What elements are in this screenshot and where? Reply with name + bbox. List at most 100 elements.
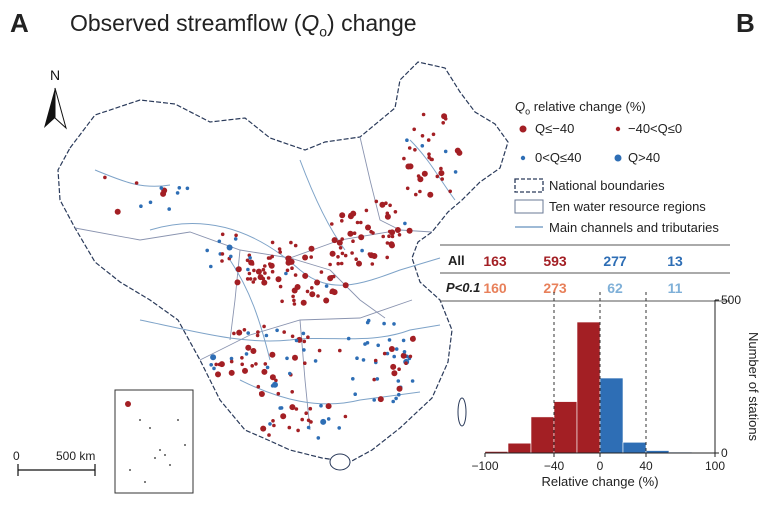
station-dot [266, 256, 271, 260]
station-dot [388, 203, 392, 208]
station-dot [288, 371, 292, 376]
water-resource-regions [74, 136, 433, 431]
station-dot [358, 234, 365, 241]
histogram-bar [576, 321, 601, 454]
station-dot [405, 186, 410, 191]
station-dot [405, 163, 412, 170]
station-dot [287, 425, 292, 430]
station-dot [320, 418, 327, 425]
station-dot [338, 348, 342, 353]
station-dot [256, 384, 261, 389]
scale-bar [17, 464, 96, 476]
station-dot [256, 330, 260, 334]
station-dot [448, 189, 453, 194]
station-dot [248, 277, 253, 281]
legend-water-regions: Ten water resource regions [549, 199, 706, 214]
station-dot [404, 361, 408, 366]
station-dot [262, 324, 266, 329]
station-dot [177, 186, 182, 190]
station-dot [314, 279, 321, 286]
station-dot [302, 348, 306, 352]
station-dot [250, 348, 257, 354]
station-dot [229, 254, 233, 259]
station-dot [270, 254, 275, 259]
station-dot [114, 208, 121, 215]
legend-main-channels: Main channels and tributaries [549, 220, 719, 235]
station-dot [365, 224, 371, 231]
station-dot [443, 149, 448, 154]
station-dot [220, 252, 225, 256]
station-dot [240, 362, 244, 367]
station-dot [336, 261, 341, 266]
station-dot [400, 352, 407, 359]
station-dot [229, 359, 234, 364]
station-dot [306, 335, 310, 340]
station-dot [352, 231, 357, 235]
station-dot [397, 392, 401, 397]
south-china-sea-inset [114, 389, 194, 494]
stat-all-3: 13 [667, 253, 683, 269]
station-dot [292, 302, 297, 306]
station-dot [401, 338, 406, 343]
stat-p-3: 11 [667, 280, 683, 296]
station-dot [248, 255, 252, 260]
station-dot [291, 287, 298, 294]
north-label: N [50, 67, 60, 83]
legend-item-increase-small: 0<Q≤40 [535, 150, 582, 165]
station-dot [254, 362, 258, 366]
station-dot [263, 362, 268, 366]
station-dot [361, 358, 366, 362]
station-dot [285, 356, 289, 361]
station-dot [294, 407, 299, 411]
station-dot [265, 365, 270, 370]
station-dot [300, 417, 305, 422]
station-dot [377, 396, 384, 403]
station-dot [235, 266, 242, 273]
station-dot [410, 379, 415, 383]
panel-letter-b: B [736, 8, 755, 38]
scale-zero: 0 [13, 449, 20, 463]
station-dot [316, 294, 320, 298]
stat-all-2: 277 [603, 253, 627, 269]
stat-all-0: 163 [483, 253, 507, 269]
station-dot [215, 371, 221, 378]
station-dot [440, 177, 445, 181]
station-dot [269, 374, 276, 381]
station-dot [351, 377, 355, 381]
station-dot [385, 211, 390, 216]
station-dot [413, 148, 417, 152]
station-dot [289, 404, 296, 411]
histogram-bar [507, 442, 532, 454]
station-dot [384, 213, 391, 220]
station-dot [302, 339, 307, 344]
station-dot [139, 204, 143, 208]
legend-item-decrease-large: Q≤−40 [535, 121, 575, 136]
station-dot [359, 220, 363, 225]
station-dot [294, 338, 299, 343]
title-prefix: Observed streamflow ( [70, 10, 302, 36]
legend-dot-large-blue [614, 154, 622, 162]
station-dot [258, 391, 265, 397]
station-dot [346, 336, 351, 341]
station-dot [329, 290, 334, 295]
station-dot [364, 208, 369, 213]
station-dot [260, 425, 267, 432]
station-dot [402, 156, 406, 161]
station-dot [261, 368, 268, 375]
station-dot [220, 259, 224, 263]
hainan-island [329, 453, 351, 471]
station-dot [304, 411, 309, 416]
station-dot [354, 257, 359, 262]
station-dot [247, 271, 252, 276]
station-dot [292, 354, 298, 361]
station-dot [365, 320, 370, 325]
station-dot [326, 417, 331, 421]
station-dot [272, 423, 276, 428]
station-dot [244, 352, 249, 356]
station-dot [246, 331, 250, 335]
station-dot [280, 413, 287, 420]
station-dot [309, 255, 314, 259]
station-dot [330, 222, 334, 226]
station-dot [275, 276, 282, 283]
